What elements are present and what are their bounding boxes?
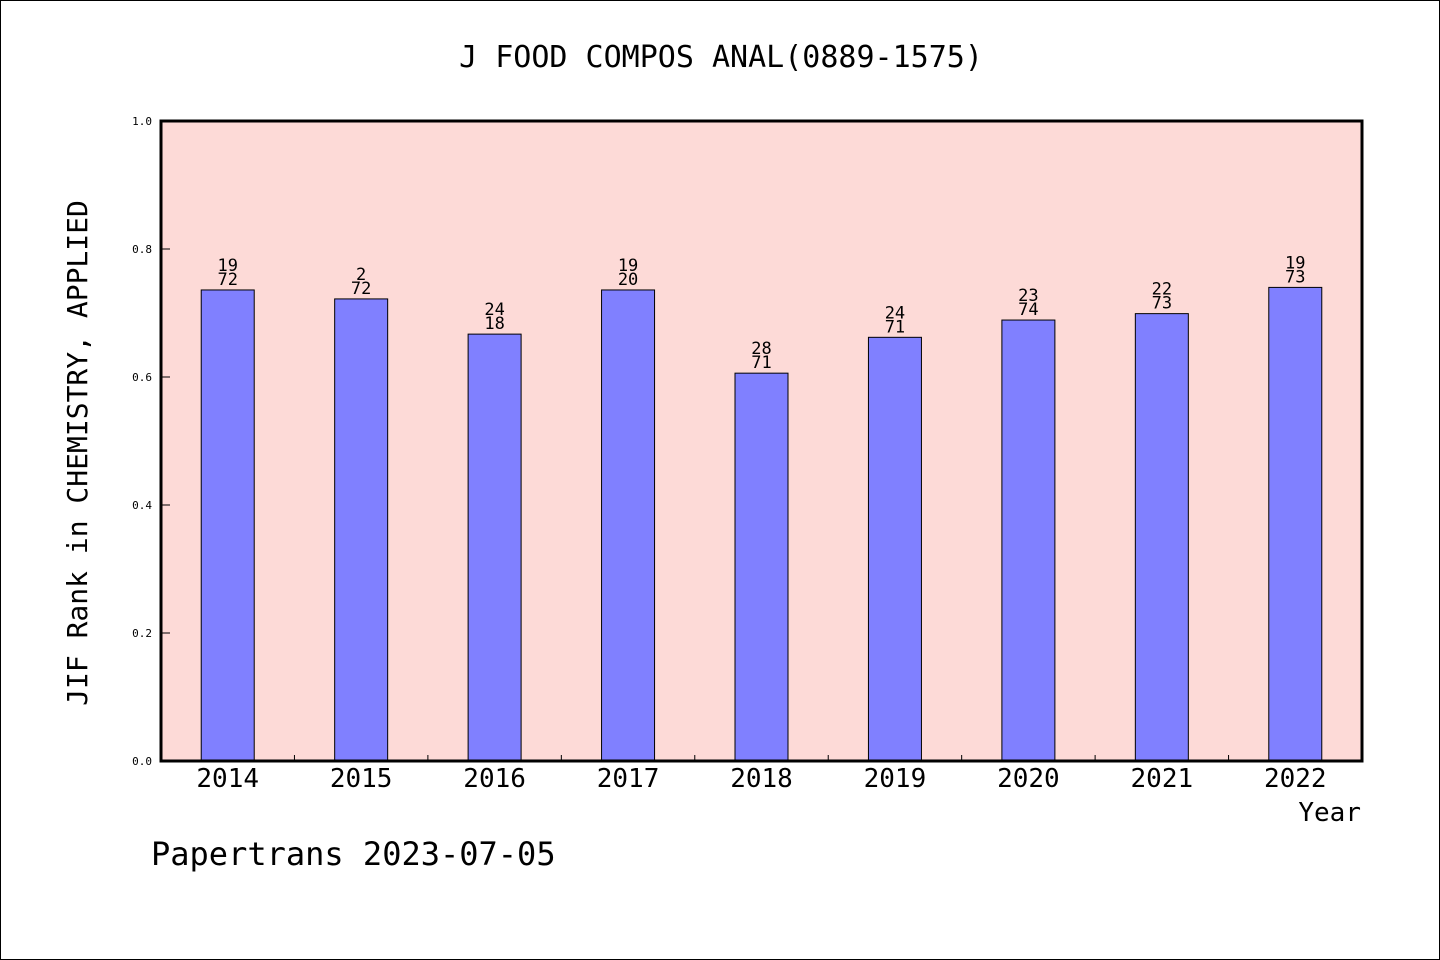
bar-2022	[1268, 286, 1323, 762]
bar-label-top-2015: 2	[356, 265, 366, 285]
plot-frame	[159, 119, 1364, 763]
y-tick-label: 1.0	[132, 115, 152, 128]
x-tick-label-2021: 2021	[1131, 764, 1194, 794]
bar-2015	[334, 298, 389, 762]
bar-label-top-2021: 22	[1152, 280, 1172, 300]
bar-label-bottom-2015: 72	[351, 279, 371, 299]
bar-2019	[867, 336, 922, 762]
bar-label-top-2017: 19	[618, 256, 638, 276]
bar-2020	[1001, 319, 1056, 762]
bar-label-top-2022: 19	[1285, 253, 1305, 273]
bar-label-bottom-2016: 18	[484, 314, 504, 334]
x-tick-label-2020: 2020	[997, 764, 1060, 794]
bar-label-top-2016: 24	[484, 300, 504, 320]
x-tick-label-2014: 2014	[196, 764, 259, 794]
y-axis-label: JIF Rank in CHEMISTRY, APPLIED	[61, 200, 94, 706]
bar-label-bottom-2019: 71	[885, 317, 905, 337]
chart-title: J FOOD COMPOS ANAL(0889-1575)	[459, 40, 983, 75]
bar-2018	[734, 372, 789, 762]
y-tick-label: 0.4	[132, 499, 152, 512]
y-tick-label: 0.8	[132, 243, 152, 256]
bar-2021	[1134, 313, 1189, 762]
bar-label-bottom-2020: 74	[1018, 300, 1038, 320]
x-tick-label-2019: 2019	[864, 764, 927, 794]
y-axis: 0.0 0.2 0.4 0.6 0.8 1.0	[132, 115, 170, 768]
y-tick-label: 0.2	[132, 627, 152, 640]
footer-credit: Papertrans 2023-07-05	[151, 835, 556, 873]
bar-2014	[200, 289, 255, 762]
bars-layer	[200, 286, 1323, 762]
bar-2017	[601, 289, 656, 762]
x-axis: 2014 2015 2016 2017 2018 2019 2020 2021 2022	[196, 755, 1327, 794]
x-axis-label: Year	[1298, 798, 1361, 828]
bar-label-top-2019: 24	[885, 303, 905, 323]
bar-label-top-2020: 23	[1018, 286, 1038, 306]
bar-2016	[467, 333, 522, 762]
bar-label-bottom-2014: 72	[217, 270, 237, 290]
x-tick-label-2015: 2015	[330, 764, 393, 794]
x-tick-label-2016: 2016	[463, 764, 526, 794]
bar-label-bottom-2018: 71	[751, 353, 771, 373]
bar-label-top-2018: 28	[751, 339, 771, 359]
bar-label-bottom-2017: 20	[618, 270, 638, 290]
bar-label-bottom-2022: 73	[1285, 267, 1305, 287]
y-tick-label: 0.6	[132, 371, 152, 384]
y-tick-label: 0.0	[132, 755, 152, 768]
bar-label-top-2014: 19	[217, 256, 237, 276]
bar-label-bottom-2021: 73	[1152, 294, 1172, 314]
x-tick-label-2017: 2017	[597, 764, 660, 794]
x-tick-label-2022: 2022	[1264, 764, 1327, 794]
x-tick-label-2018: 2018	[730, 764, 793, 794]
